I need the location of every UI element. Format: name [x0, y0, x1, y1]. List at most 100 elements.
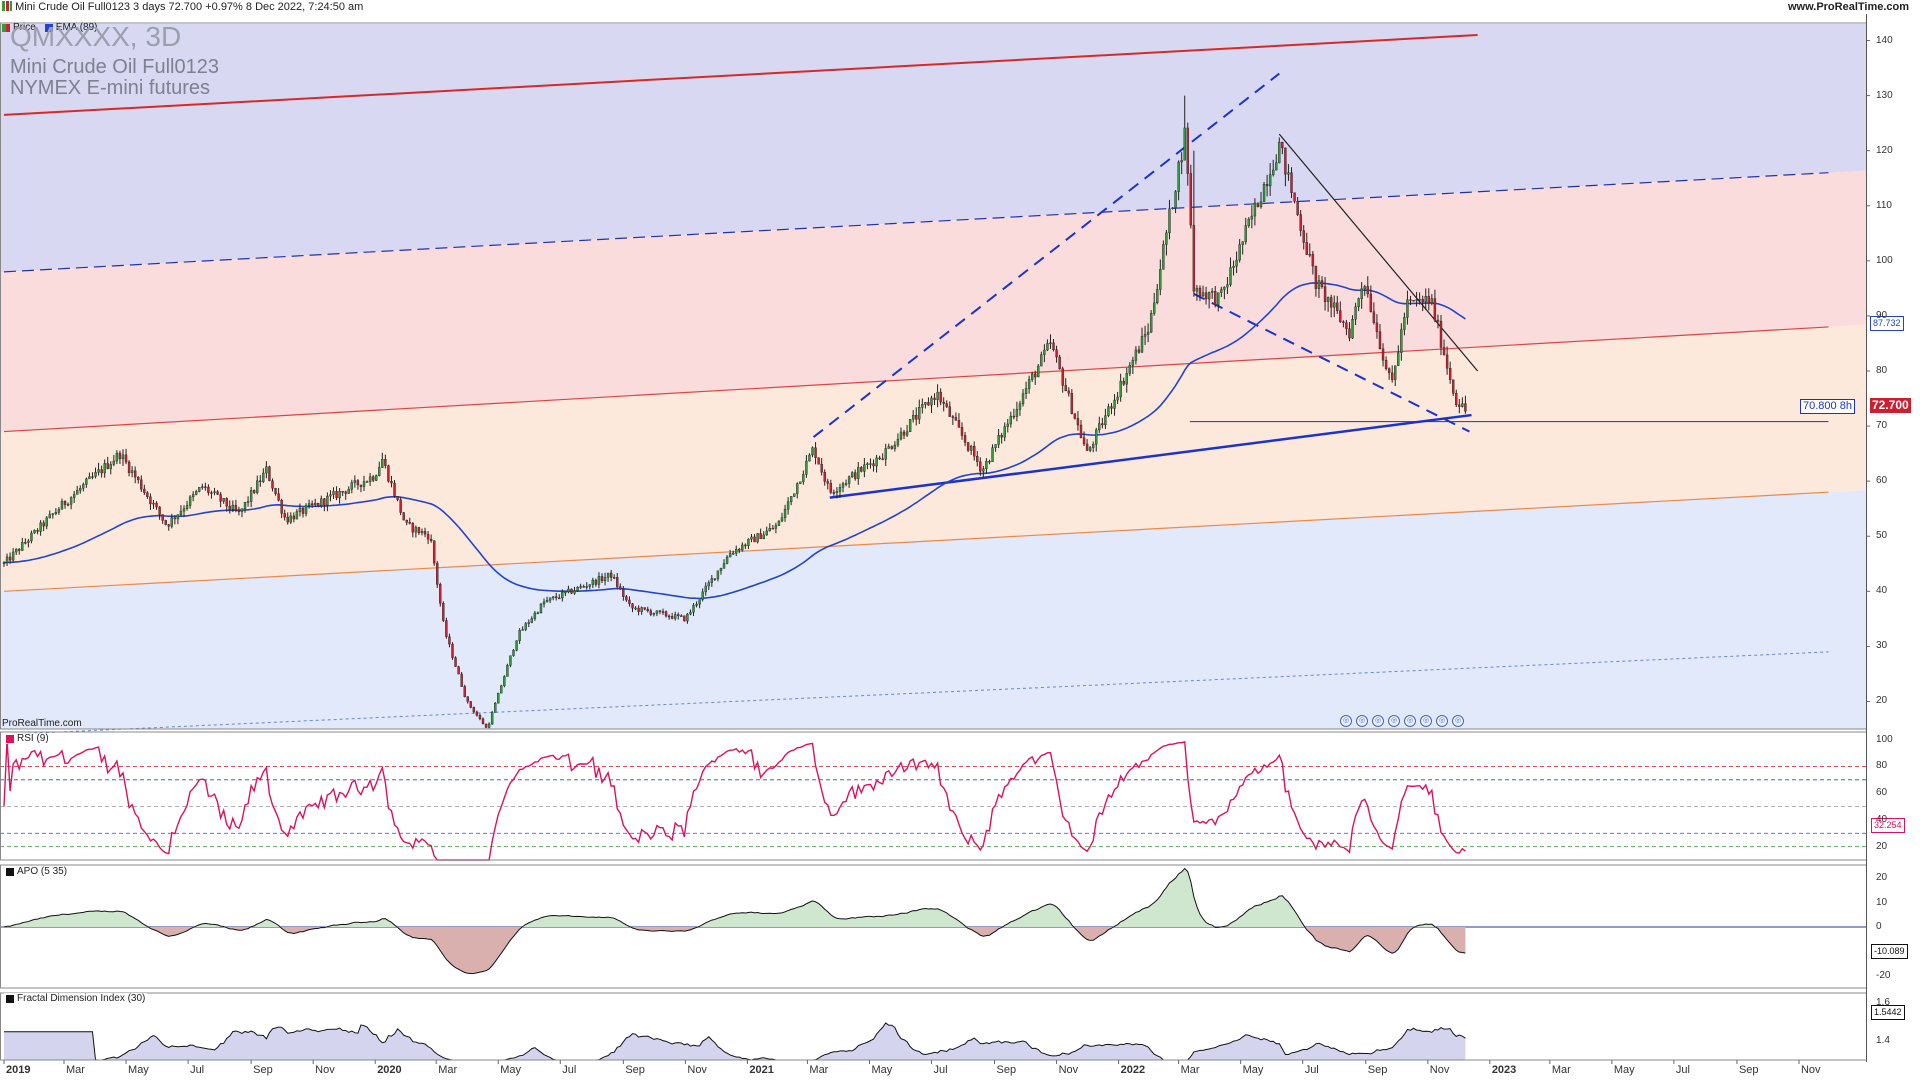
candle-body [817, 457, 820, 465]
candle-body [786, 501, 790, 510]
candle-body [908, 419, 912, 432]
candle-body [24, 542, 27, 544]
candle-body [1268, 174, 1272, 187]
fdi-tick-label: 1.6 [1876, 997, 1890, 1009]
candle-body [106, 463, 109, 469]
candle-body [1302, 230, 1305, 243]
candle-body [634, 607, 637, 610]
candle-body [863, 464, 866, 472]
symbol-code: QMXXXX, 3D [10, 21, 182, 52]
candle-body [384, 459, 387, 466]
candle-body [1299, 214, 1302, 231]
candle-body [228, 505, 231, 510]
candle-body [1326, 297, 1330, 302]
channel-median-line [3, 326, 1829, 433]
candle-body [280, 500, 283, 514]
candle-body [1442, 347, 1446, 356]
candle-body [600, 576, 604, 582]
x-tick-label: Jul [933, 1064, 948, 1076]
candle-body [1241, 241, 1244, 245]
candle-body [597, 576, 601, 585]
event-icon[interactable]: ◎ [1388, 715, 1400, 727]
candle-body [820, 464, 823, 473]
event-icons[interactable]: ◎ ◎ ◎ ◎ ◎ ◎ ◎ ◎ [1340, 715, 1464, 727]
candle-body [439, 584, 442, 604]
candle-body [396, 496, 399, 500]
candle-body [1336, 302, 1339, 311]
candle-body [362, 481, 366, 487]
candle-body [213, 491, 216, 493]
candle-body [262, 472, 265, 482]
candle-body [1400, 329, 1403, 353]
candle-body [606, 572, 610, 578]
candle-body [750, 536, 753, 540]
apo-tick-label: -20 [1876, 969, 1891, 981]
candle-body [878, 457, 881, 460]
candle-body [18, 548, 21, 551]
candle-body [1107, 406, 1110, 416]
candle-body [1265, 183, 1269, 187]
y-tick-label: 140 [1876, 34, 1893, 46]
candle-body [640, 607, 643, 612]
event-icon[interactable]: ◎ [1404, 715, 1416, 727]
price-swatch-icon [2, 23, 10, 32]
candle-body [625, 596, 628, 601]
event-icon[interactable]: ◎ [1340, 715, 1352, 727]
ema-swatch-icon [44, 23, 53, 32]
candle-body [1409, 299, 1412, 301]
candle-body [756, 533, 759, 543]
candle-body [1375, 322, 1379, 332]
apo-positive-area [4, 868, 1466, 927]
event-icon[interactable]: ◎ [1436, 715, 1448, 727]
candle-body [1034, 373, 1037, 378]
x-tick-label: Mar [438, 1064, 458, 1076]
candle-body [234, 504, 238, 511]
candle-body [567, 588, 570, 593]
candle-body [930, 397, 933, 406]
candle-body [670, 616, 674, 619]
candle-body [792, 493, 796, 497]
y-tick-label: 130 [1876, 89, 1893, 101]
candle-body [1006, 423, 1009, 427]
candle-body [378, 467, 381, 476]
candle-body [826, 481, 829, 484]
x-tick-label: Jul [1675, 1064, 1690, 1076]
panel-frame [0, 731, 1867, 861]
apo-tick-label: 20 [1876, 872, 1888, 884]
candle-body [692, 605, 695, 613]
candle-body [51, 513, 55, 515]
candle-body [1372, 311, 1376, 323]
candle-body [704, 585, 707, 593]
candle-body [1415, 299, 1418, 301]
candle-body [506, 665, 509, 677]
candle-body [805, 460, 808, 475]
candle-body [1320, 280, 1324, 287]
candle-body [417, 527, 421, 534]
channel-band [0, 24, 1866, 273]
candle-body [478, 715, 482, 720]
candle-body [622, 588, 625, 597]
event-icon[interactable]: ◎ [1420, 715, 1432, 727]
x-tick-label: Sep [625, 1064, 645, 1076]
candle-body [365, 481, 369, 483]
apo-line [3, 867, 1466, 975]
candle-body [2, 562, 6, 564]
y-tick-label: 60 [1876, 475, 1888, 487]
candle-body [521, 629, 524, 631]
candle-body [753, 536, 756, 543]
candle-body [94, 471, 97, 477]
event-icon[interactable]: ◎ [1356, 715, 1368, 727]
fdi-value-tag: 1.5442 [1871, 1005, 1905, 1020]
candle-body [335, 491, 338, 499]
candle-body [936, 391, 939, 400]
apo-panel [0, 867, 1866, 975]
candle-body [332, 491, 335, 495]
x-tick-label: Nov [1058, 1064, 1079, 1076]
x-tick-label: Sep [1738, 1064, 1759, 1076]
event-icon[interactable]: ◎ [1452, 715, 1464, 727]
candle-body [33, 530, 36, 534]
channel-band [0, 490, 1866, 729]
candle-body [170, 517, 174, 527]
event-icon[interactable]: ◎ [1372, 715, 1384, 727]
candle-body [689, 611, 692, 615]
